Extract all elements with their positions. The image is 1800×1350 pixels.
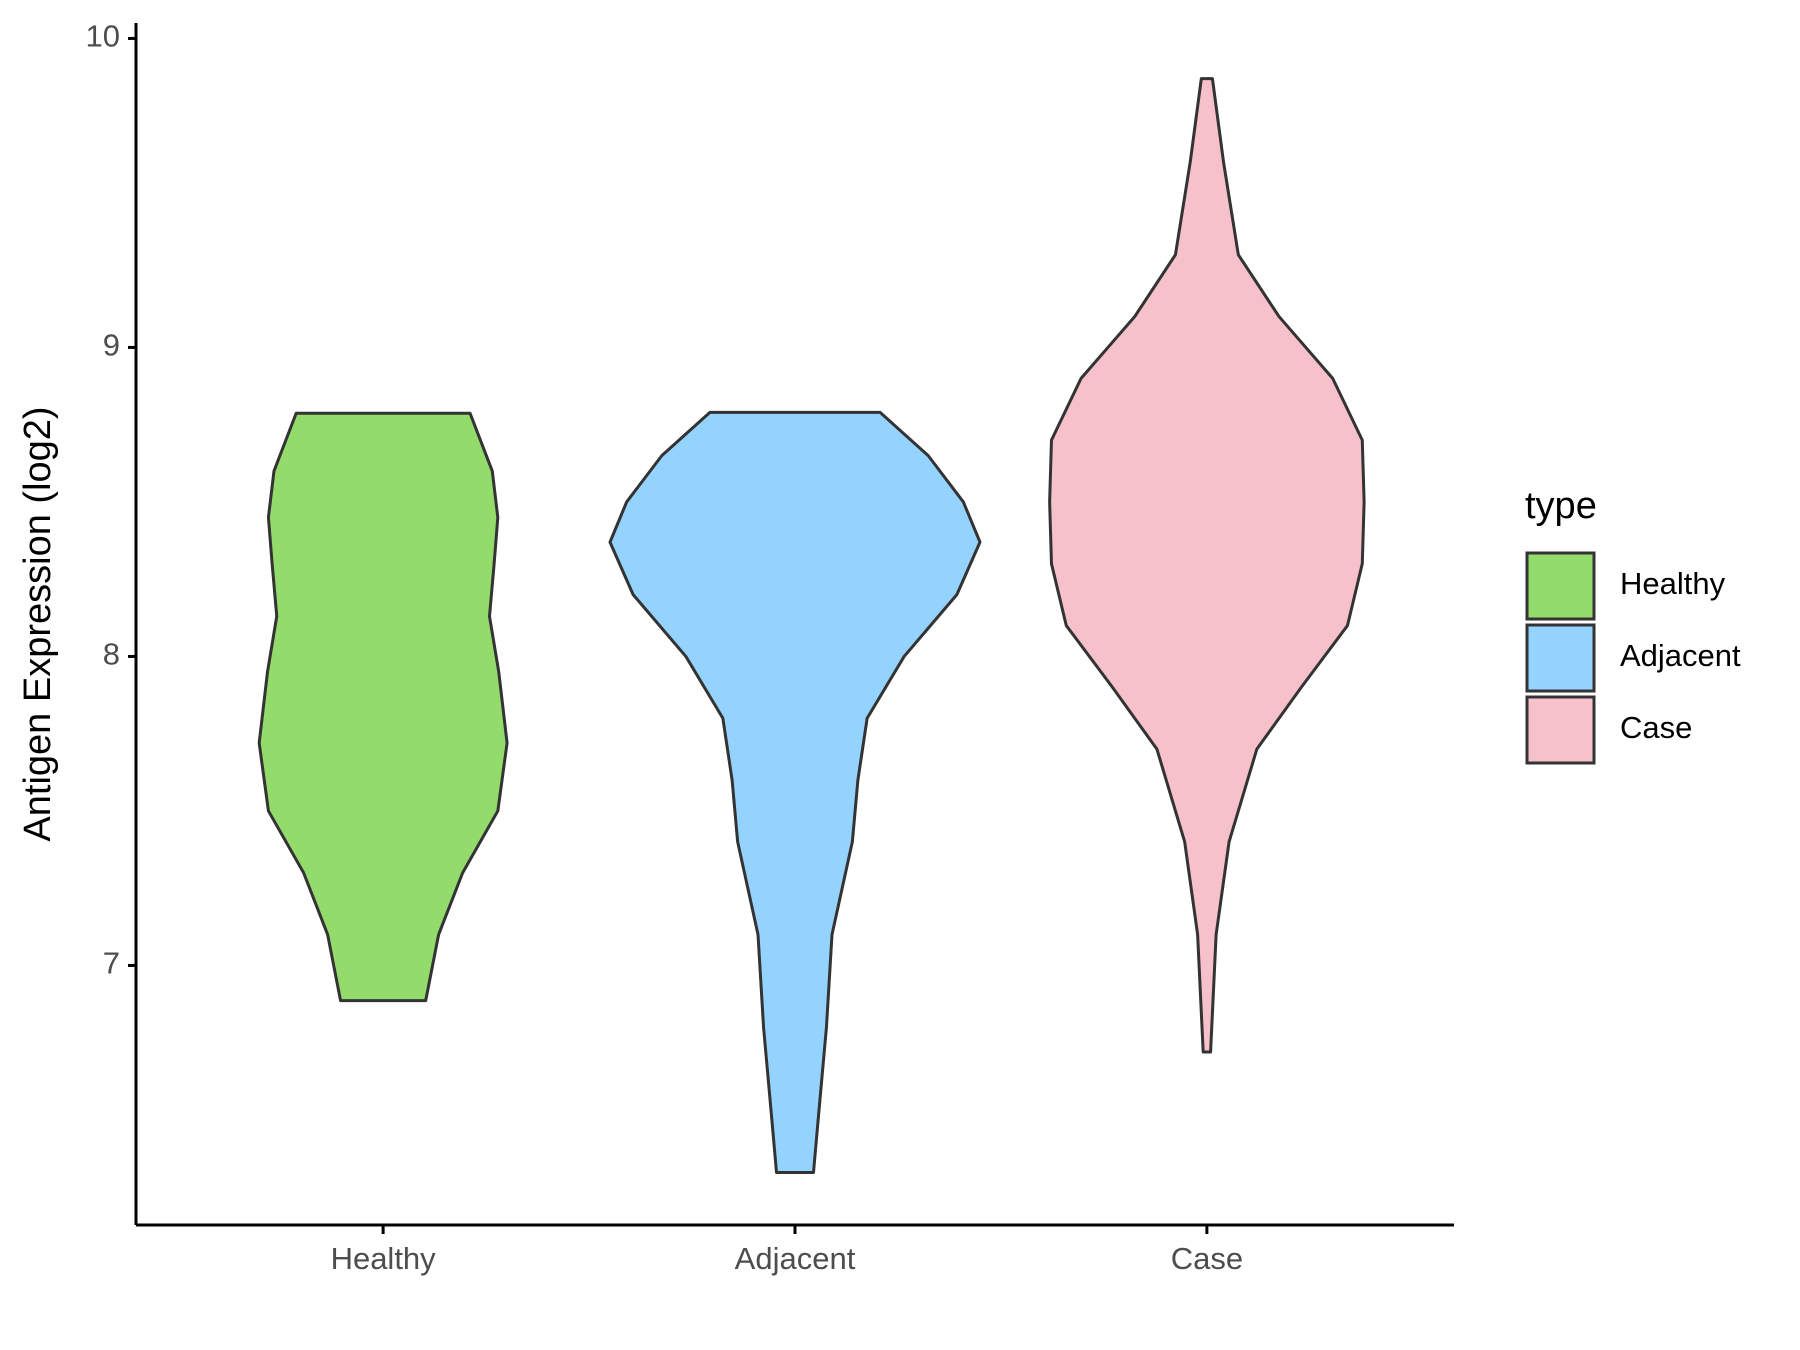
y-tick-label: 7 (103, 946, 120, 981)
x-tick-label: Case (1171, 1241, 1243, 1276)
y-tick-label: 8 (103, 637, 120, 672)
legend-label: Adjacent (1620, 638, 1741, 673)
legend-key (1525, 695, 1596, 765)
legend-title: type (1525, 485, 1597, 527)
violin (257, 411, 509, 1003)
legend-key (1525, 623, 1596, 693)
y-axis-title: Antigen Expression (log2) (17, 406, 59, 841)
y-tick-label: 10 (86, 19, 120, 54)
x-tick-label: Adjacent (735, 1241, 856, 1276)
y-tick-label: 9 (103, 328, 120, 363)
violin (1048, 77, 1366, 1054)
x-tick-label: Healthy (331, 1241, 437, 1276)
legend-label: Case (1620, 710, 1692, 745)
legend-key (1525, 551, 1596, 621)
violin (608, 410, 982, 1174)
legend-label: Healthy (1620, 566, 1726, 601)
